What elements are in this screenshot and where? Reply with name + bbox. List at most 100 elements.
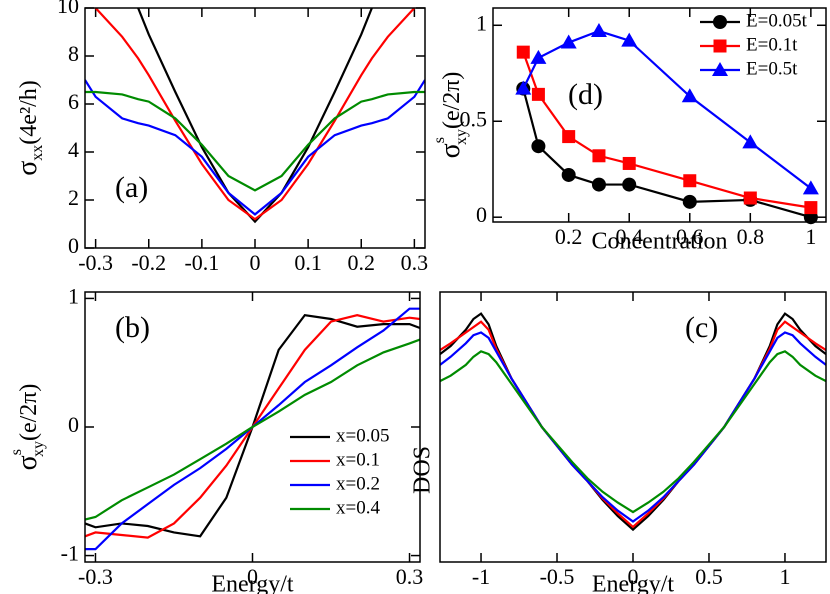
marker bbox=[712, 62, 728, 76]
y-label-sub: xy bbox=[453, 129, 470, 145]
marker bbox=[591, 177, 606, 192]
series-line bbox=[440, 350, 826, 514]
series-line bbox=[137, 8, 373, 224]
series-line bbox=[85, 90, 425, 192]
x-axis-label: Energy/t bbox=[592, 572, 675, 594]
y-tick-label: 1 bbox=[476, 10, 487, 35]
y-label-unit: (4e²/h) bbox=[16, 80, 42, 145]
marker bbox=[560, 34, 577, 49]
panel-label: (b) bbox=[115, 311, 150, 344]
x-tick-label: 0.8 bbox=[737, 224, 765, 249]
marker bbox=[681, 88, 698, 103]
panel: -1 -0.5 0 0.5 1 (c) Energy/t DOS bbox=[410, 291, 827, 594]
series-line bbox=[85, 338, 420, 521]
y-tick-label: 10 bbox=[57, 0, 79, 18]
y-label-unit: (e/2π) bbox=[16, 384, 42, 441]
marker bbox=[531, 139, 546, 154]
series-line bbox=[440, 312, 826, 532]
panel-label: (a) bbox=[115, 171, 148, 204]
x-tick-label: -0.1 bbox=[184, 250, 219, 275]
plot-frame bbox=[492, 7, 827, 223]
plot-frame bbox=[84, 291, 421, 563]
x-tick-label: -0.2 bbox=[131, 250, 166, 275]
marker bbox=[590, 23, 607, 38]
marker bbox=[682, 194, 697, 209]
y-label-symbol: σ bbox=[12, 455, 43, 470]
y-tick-label: 0 bbox=[476, 202, 487, 227]
y-tick-label: 6 bbox=[68, 89, 79, 114]
legend-label: E=0.1t bbox=[746, 34, 798, 55]
y-axis-label: σs xy(e/2π) bbox=[431, 72, 470, 159]
y-tick-label: 4 bbox=[68, 137, 79, 162]
marker bbox=[531, 87, 545, 101]
x-tick-label: -0.3 bbox=[78, 564, 113, 589]
marker bbox=[804, 201, 818, 215]
x-tick-label: 0.2 bbox=[348, 250, 376, 275]
x-tick-label: -0.3 bbox=[78, 250, 113, 275]
x-tick-label: 0.2 bbox=[555, 224, 583, 249]
marker bbox=[516, 45, 530, 59]
x-tick-label: 0 bbox=[247, 564, 258, 589]
x-axis-label: Concentration bbox=[592, 229, 728, 255]
marker bbox=[561, 167, 576, 182]
y-tick-label: 2 bbox=[68, 185, 79, 210]
y-tick-label: 0 bbox=[68, 233, 79, 258]
legend-label: x=0.1 bbox=[336, 449, 380, 470]
marker bbox=[743, 191, 757, 205]
x-tick-label: 0.4 bbox=[615, 224, 643, 249]
x-tick-label: 0.3 bbox=[396, 564, 424, 589]
x-axis-label: Energy/t bbox=[211, 572, 294, 594]
y-tick-label: -1 bbox=[61, 541, 79, 566]
y-axis-label: σxx(4e²/h) bbox=[12, 80, 45, 176]
x-tick-label: -1 bbox=[472, 564, 490, 589]
y-tick-label: 0.5 bbox=[460, 106, 488, 131]
series-line bbox=[85, 79, 425, 216]
marker bbox=[802, 180, 819, 195]
y-label-sub: xy bbox=[30, 441, 47, 457]
series-line bbox=[522, 29, 812, 190]
y-label-sub: xx bbox=[29, 145, 46, 161]
x-tick-label: 1 bbox=[805, 224, 816, 249]
y-label-sup: s bbox=[8, 449, 25, 455]
marker bbox=[713, 15, 727, 29]
y-axis-label: DOS bbox=[410, 446, 436, 494]
x-tick-label: -0.5 bbox=[540, 564, 575, 589]
panel-label: (d) bbox=[568, 78, 603, 111]
x-tick-label: 1 bbox=[779, 564, 790, 589]
plot-frame bbox=[439, 291, 827, 563]
marker bbox=[713, 39, 727, 53]
x-tick-label: 0.6 bbox=[676, 224, 704, 249]
x-tick-label: 0.5 bbox=[695, 564, 723, 589]
y-label-symbol: σ bbox=[12, 161, 43, 176]
marker bbox=[530, 49, 547, 64]
panel: -0.3 0 0.3 -1 0 1 (b) Energy/t σs xy(e/2π) x=0.05 x… bbox=[8, 283, 424, 594]
marker bbox=[622, 156, 636, 170]
marker bbox=[742, 134, 759, 149]
series-line bbox=[94, 8, 416, 221]
legend-label: x=0.2 bbox=[336, 473, 380, 494]
marker bbox=[562, 130, 576, 144]
x-tick-label: 0.3 bbox=[401, 250, 429, 275]
series-line bbox=[522, 88, 812, 219]
legend-label: x=0.4 bbox=[336, 497, 380, 518]
marker bbox=[592, 149, 606, 163]
y-label-unit: (e/2π) bbox=[439, 72, 465, 129]
legend-label: E=0.5t bbox=[746, 58, 798, 79]
marker bbox=[515, 80, 532, 95]
y-tick-label: 8 bbox=[68, 41, 79, 66]
panel: -0.3 -0.2 -0.1 0 0.1 0.2 0.3 0 2 4 6 8 10 (a) σxx(4e²/… bbox=[12, 0, 428, 275]
y-tick-label: 1 bbox=[68, 283, 79, 308]
plot-frame bbox=[84, 7, 426, 249]
x-tick-label: 0 bbox=[250, 250, 261, 275]
x-tick-label: 0.1 bbox=[294, 250, 322, 275]
marker bbox=[683, 174, 697, 188]
panel-label: (c) bbox=[685, 311, 718, 344]
marker bbox=[621, 32, 638, 47]
series-line bbox=[440, 331, 826, 523]
y-label-symbol: σ bbox=[435, 143, 466, 158]
series-line bbox=[440, 320, 826, 529]
y-axis-label: σs xy(e/2π) bbox=[8, 384, 47, 471]
y-tick-label: 0 bbox=[68, 412, 79, 437]
legend-label: x=0.05 bbox=[336, 425, 389, 446]
